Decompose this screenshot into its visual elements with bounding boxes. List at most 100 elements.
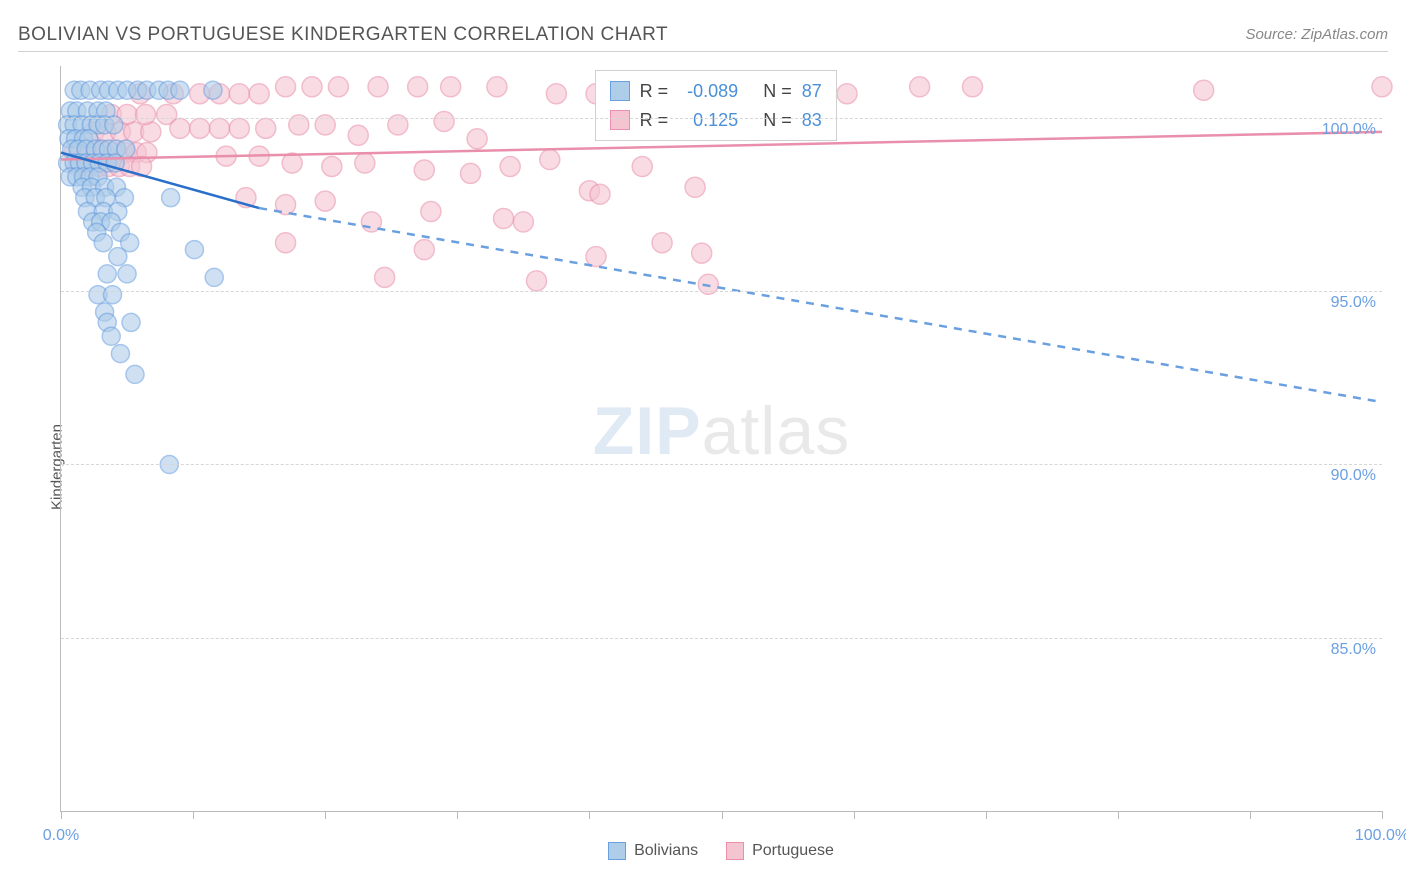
data-point <box>229 84 249 104</box>
stats-row-b: R = 0.125 N = 83 <box>610 106 822 135</box>
chart-svg <box>61 66 1382 811</box>
data-point <box>461 163 481 183</box>
data-point <box>94 234 112 252</box>
data-point <box>276 77 296 97</box>
data-point <box>328 77 348 97</box>
stats-n-label: N = <box>763 77 792 106</box>
data-point <box>1372 77 1392 97</box>
data-point <box>170 118 190 138</box>
data-point <box>434 111 454 131</box>
xtick <box>61 811 62 819</box>
stats-r-a: -0.089 <box>678 77 738 106</box>
data-point <box>205 268 223 286</box>
gridline <box>61 118 1382 119</box>
data-point <box>276 233 296 253</box>
data-point <box>685 177 705 197</box>
plot-area: ZIPatlas R = -0.089 N = 87 R = 0.125 N =… <box>60 66 1382 812</box>
data-point <box>104 286 122 304</box>
data-point <box>136 105 156 125</box>
data-point <box>185 241 203 259</box>
stats-r-b: 0.125 <box>678 106 738 135</box>
swatch-b-icon <box>610 110 630 130</box>
data-point <box>171 81 189 99</box>
data-point <box>190 118 210 138</box>
data-point <box>540 150 560 170</box>
xtick <box>325 811 326 819</box>
swatch-a-icon <box>610 81 630 101</box>
gridline <box>61 638 1382 639</box>
legend-label-b: Portuguese <box>752 842 834 860</box>
legend-swatch-b-icon <box>726 842 744 860</box>
data-point <box>837 84 857 104</box>
source-label: Source: ZipAtlas.com <box>1245 26 1388 43</box>
stats-legend-box: R = -0.089 N = 87 R = 0.125 N = 83 <box>595 70 837 142</box>
xtick <box>589 811 590 819</box>
data-point <box>414 160 434 180</box>
data-point <box>1194 80 1214 100</box>
plot-container: Kindergarten ZIPatlas R = -0.089 N = 87 … <box>18 60 1388 874</box>
stats-n-label-b: N = <box>763 106 792 135</box>
stats-r-label: R = <box>640 77 669 106</box>
data-point <box>586 247 606 267</box>
data-point <box>98 265 116 283</box>
xtick <box>1118 811 1119 819</box>
data-point <box>527 271 547 291</box>
stats-r-label-b: R = <box>640 106 669 135</box>
data-point <box>256 118 276 138</box>
data-point <box>109 248 127 266</box>
stats-n-b: 83 <box>802 106 822 135</box>
data-point <box>500 156 520 176</box>
xtick <box>986 811 987 819</box>
data-point <box>546 84 566 104</box>
data-point <box>118 265 136 283</box>
stats-row-a: R = -0.089 N = 87 <box>610 77 822 106</box>
trend-line <box>259 208 1382 402</box>
data-point <box>111 345 129 363</box>
data-point <box>487 77 507 97</box>
xtick <box>1250 811 1251 819</box>
data-point <box>421 202 441 222</box>
legend-label-a: Bolivians <box>634 842 698 860</box>
data-point <box>322 156 342 176</box>
data-point <box>229 118 249 138</box>
xtick <box>1382 811 1383 819</box>
data-point <box>652 233 672 253</box>
xtick <box>457 811 458 819</box>
data-point <box>122 313 140 331</box>
data-point <box>102 327 120 345</box>
data-point <box>126 365 144 383</box>
gridline <box>61 291 1382 292</box>
legend-item-b: Portuguese <box>726 842 834 860</box>
xtick <box>193 811 194 819</box>
ytick-label: 85.0% <box>1331 641 1376 659</box>
data-point <box>910 77 930 97</box>
data-point <box>494 208 514 228</box>
data-point <box>315 191 335 211</box>
bottom-legend: Bolivians Portuguese <box>60 842 1382 860</box>
data-point <box>375 267 395 287</box>
data-point <box>513 212 533 232</box>
data-point <box>414 240 434 260</box>
data-point <box>467 129 487 149</box>
data-point <box>441 77 461 97</box>
data-point <box>210 118 230 138</box>
ytick-label: 100.0% <box>1322 121 1376 139</box>
data-point <box>302 77 322 97</box>
data-point <box>204 81 222 99</box>
stats-n-a: 87 <box>802 77 822 106</box>
data-point <box>249 84 269 104</box>
data-point <box>348 125 368 145</box>
legend-item-a: Bolivians <box>608 842 698 860</box>
xtick <box>722 811 723 819</box>
chart-title: BOLIVIAN VS PORTUGUESE KINDERGARTEN CORR… <box>18 24 668 46</box>
data-point <box>368 77 388 97</box>
gridline <box>61 464 1382 465</box>
data-point <box>632 156 652 176</box>
ytick-label: 90.0% <box>1331 467 1376 485</box>
legend-swatch-a-icon <box>608 842 626 860</box>
data-point <box>590 184 610 204</box>
xtick <box>854 811 855 819</box>
data-point <box>355 153 375 173</box>
data-point <box>162 189 180 207</box>
data-point <box>692 243 712 263</box>
